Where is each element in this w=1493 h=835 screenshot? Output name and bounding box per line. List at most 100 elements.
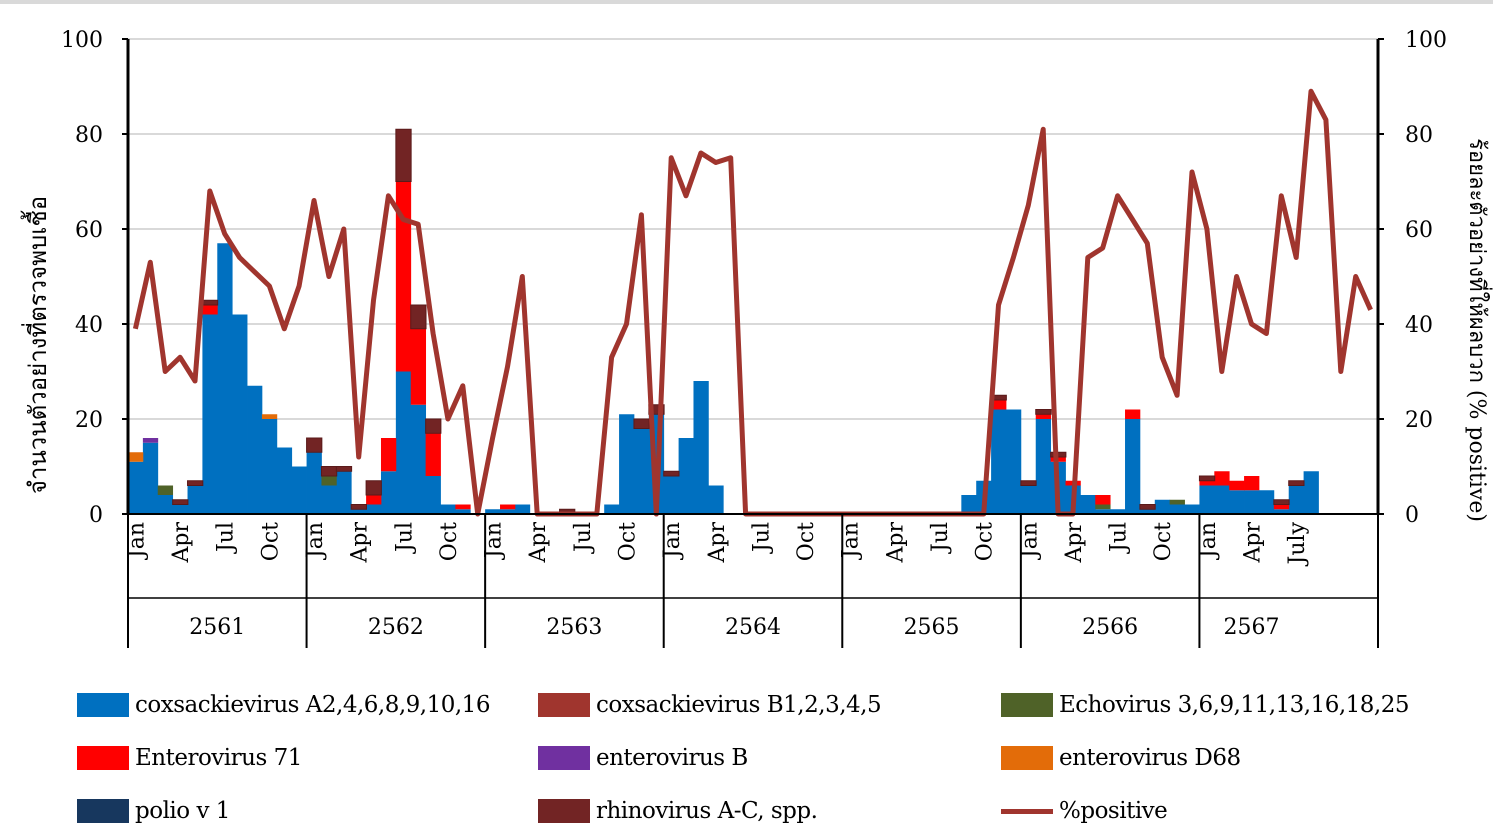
legend-swatch-enterovirus-b (538, 746, 590, 770)
bar-ev71 (455, 504, 471, 510)
y-axis-left-label: จำนวนตัวอย่างที่ตรวจพบเชื้อ (20, 196, 52, 494)
month-tick-label: Jul (392, 522, 417, 554)
month-tick-label: Oct (1151, 522, 1176, 561)
year-label: 2564 (725, 615, 781, 640)
bar-coxA (1154, 499, 1171, 514)
year-label: 2565 (904, 615, 960, 640)
legend-line-positive (1001, 808, 1053, 814)
bar-ev71 (1035, 414, 1052, 419)
bar-evB (142, 438, 159, 443)
bar-rhino (633, 418, 650, 429)
bar-coxA (1005, 409, 1022, 514)
month-tick-label: Apr (1241, 522, 1266, 564)
legend-swatch-coxsackievirus-a (77, 693, 129, 717)
bar-coxA (693, 381, 709, 514)
y-left-tick-label: 60 (75, 218, 103, 243)
bar-coxA (619, 414, 635, 514)
year-label: 2561 (189, 615, 245, 640)
bar-coxA (247, 385, 263, 514)
bar-ev71 (1125, 409, 1141, 419)
y-right-tick-label: 0 (1405, 503, 1419, 528)
month-tick-label: Jan (482, 522, 507, 560)
legend-item-rhinovirus: rhinovirus A-C, spp. (538, 796, 818, 826)
bar-rhino (1198, 475, 1216, 482)
bar-coxA (1288, 485, 1304, 514)
month-tick-label: Oct (794, 522, 819, 561)
y-left-tick-label: 80 (75, 123, 103, 148)
bar-coxA (380, 471, 397, 514)
legend-item-enterovirus-71: Enterovirus 71 (77, 743, 302, 773)
month-tick-label: Jul (1107, 522, 1132, 554)
legend-item-coxsackievirus-b: coxsackievirus B1,2,3,4,5 (538, 690, 882, 720)
bar-coxA (1020, 485, 1037, 514)
bar-coxA (1139, 509, 1156, 514)
month-tick-label: Jul (749, 522, 774, 554)
bar-coxA (410, 404, 427, 514)
bar-coxA (1214, 485, 1230, 514)
bar-coxA (306, 452, 322, 514)
bar-rhino (1288, 480, 1305, 486)
bar-echo (157, 485, 174, 495)
bar-coxA (708, 485, 724, 514)
bar-coxA (1110, 509, 1126, 514)
month-tick-label: Jul (214, 522, 239, 554)
legend-item-positive: %positive (1001, 796, 1168, 826)
bar-ev71 (395, 181, 412, 372)
month-tick-label: Apr (1062, 522, 1087, 564)
bar-coxA (1169, 504, 1185, 514)
bar-rhino (1139, 504, 1156, 510)
legend-label: enterovirus B (596, 745, 748, 771)
bar-rhino (350, 504, 367, 510)
month-tick-label: Jan (660, 522, 685, 560)
bar-coxA (128, 461, 144, 514)
bar-coxA (991, 409, 1007, 514)
month-tick-label: Jul (928, 522, 953, 554)
bar-ev71 (1199, 480, 1215, 486)
legend-swatch-rhinovirus (538, 799, 590, 823)
month-tick-label: Apr (883, 522, 908, 564)
bar-coxA (291, 466, 307, 514)
y-right-tick-label: 20 (1405, 408, 1433, 433)
legend: coxsackievirus A2,4,6,8,9,10,16 coxsacki… (0, 676, 1493, 835)
bar-rhino (187, 480, 204, 486)
y-axis-right-label: ร้อยละตัวอย่างที่ให้ผลบวก (% positive) (1464, 138, 1493, 522)
bar-coxA (1080, 495, 1096, 514)
bar-rhino (410, 304, 427, 330)
bar-coxA (500, 509, 516, 514)
month-tick-label: Oct (973, 522, 998, 561)
bar-coxA (485, 509, 501, 514)
bar-coxA (1125, 419, 1141, 514)
bar-coxA (276, 447, 293, 514)
y-left-tick-label: 40 (75, 313, 103, 338)
y-right-tick-label: 40 (1405, 313, 1433, 338)
legend-label: %positive (1059, 798, 1168, 824)
bar-ev71 (410, 328, 427, 405)
legend-swatch-enterovirus-71 (77, 746, 129, 770)
bar-ev71 (1229, 480, 1245, 491)
legend-label: rhinovirus A-C, spp. (596, 798, 818, 824)
legend-label: coxsackievirus B1,2,3,4,5 (596, 692, 882, 718)
y-left-tick-label: 0 (89, 503, 103, 528)
bar-rhino (663, 470, 680, 477)
combo-chart: 0 20 40 60 80 100 0 20 40 60 80 100 Jan Apr Jul Oct 2561… (20, 28, 1493, 648)
bar-rhino (1020, 480, 1037, 486)
bar-coxA (232, 314, 248, 514)
legend-label: polio v 1 (135, 798, 230, 824)
bar-coxA (321, 485, 337, 514)
bar-coxA (440, 504, 456, 514)
y-right-tick-label: 100 (1405, 28, 1447, 53)
month-tick-label: Oct (437, 522, 462, 561)
bar-ev71 (366, 495, 382, 505)
bar-coxA (1303, 471, 1319, 514)
bar-ev71 (1214, 471, 1230, 486)
month-tick-label: Jan (124, 522, 149, 560)
bar-coxA (217, 243, 233, 514)
legend-swatch-echovirus (1001, 693, 1053, 717)
bar-echo (321, 476, 337, 486)
bar-coxA (157, 495, 174, 514)
legend-swatch-enterovirus-d68 (1001, 746, 1053, 770)
stacked-bars (128, 128, 1319, 515)
bar-ev71 (380, 438, 397, 472)
bar-coxA (1273, 509, 1290, 514)
legend-item-enterovirus-d68: enterovirus D68 (1001, 743, 1241, 773)
